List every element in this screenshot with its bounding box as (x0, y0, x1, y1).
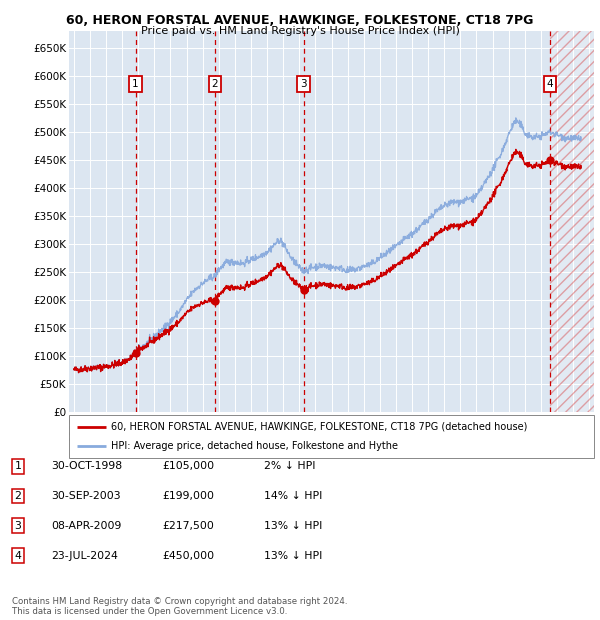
Text: 2% ↓ HPI: 2% ↓ HPI (264, 461, 316, 471)
Text: £105,000: £105,000 (162, 461, 214, 471)
Text: £450,000: £450,000 (162, 551, 214, 560)
Text: 3: 3 (14, 521, 22, 531)
Text: 08-APR-2009: 08-APR-2009 (51, 521, 121, 531)
Text: £217,500: £217,500 (162, 521, 214, 531)
Text: 14% ↓ HPI: 14% ↓ HPI (264, 491, 322, 501)
Text: 60, HERON FORSTAL AVENUE, HAWKINGE, FOLKESTONE, CT18 7PG (detached house): 60, HERON FORSTAL AVENUE, HAWKINGE, FOLK… (111, 422, 527, 432)
Text: 1: 1 (132, 79, 139, 89)
Text: 3: 3 (301, 79, 307, 89)
Text: This data is licensed under the Open Government Licence v3.0.: This data is licensed under the Open Gov… (12, 607, 287, 616)
Text: Contains HM Land Registry data © Crown copyright and database right 2024.: Contains HM Land Registry data © Crown c… (12, 597, 347, 606)
Text: 4: 4 (547, 79, 553, 89)
FancyBboxPatch shape (69, 415, 594, 458)
Text: HPI: Average price, detached house, Folkestone and Hythe: HPI: Average price, detached house, Folk… (111, 441, 398, 451)
Text: 13% ↓ HPI: 13% ↓ HPI (264, 521, 322, 531)
Text: 30-SEP-2003: 30-SEP-2003 (51, 491, 121, 501)
Text: 13% ↓ HPI: 13% ↓ HPI (264, 551, 322, 560)
Text: 2: 2 (211, 79, 218, 89)
Text: £199,000: £199,000 (162, 491, 214, 501)
Text: 4: 4 (14, 551, 22, 560)
Text: Price paid vs. HM Land Registry's House Price Index (HPI): Price paid vs. HM Land Registry's House … (140, 26, 460, 36)
Text: 23-JUL-2024: 23-JUL-2024 (51, 551, 118, 560)
Text: 30-OCT-1998: 30-OCT-1998 (51, 461, 122, 471)
Text: 1: 1 (14, 461, 22, 471)
Text: 60, HERON FORSTAL AVENUE, HAWKINGE, FOLKESTONE, CT18 7PG: 60, HERON FORSTAL AVENUE, HAWKINGE, FOLK… (67, 14, 533, 27)
Text: 2: 2 (14, 491, 22, 501)
